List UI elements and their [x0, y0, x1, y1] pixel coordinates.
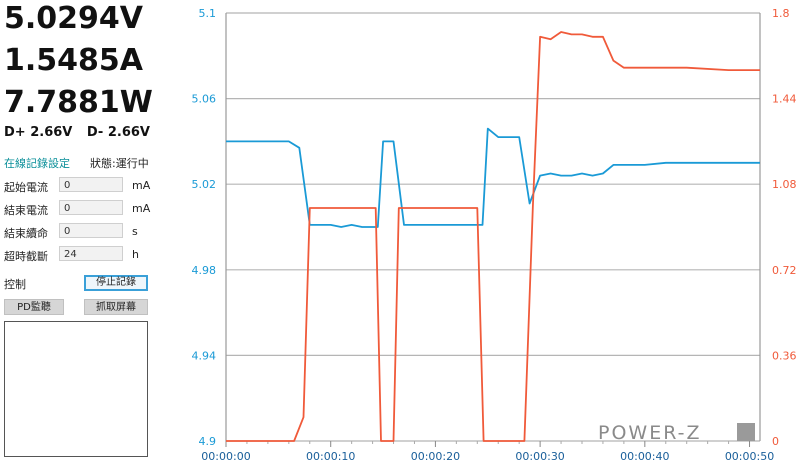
y-left-tick-label: 4.9 [199, 435, 217, 448]
stop-record-button[interactable]: 停止記錄 [84, 275, 148, 291]
y-right-tick-label: 0 [772, 435, 779, 448]
y-right-tick-label: 1.8 [772, 7, 790, 20]
dplus-readout: D+ 2.66V [4, 125, 73, 140]
log-output-box[interactable] [4, 321, 148, 457]
chart-series [226, 31, 760, 442]
voltage-readout: 5.0294V [4, 1, 143, 36]
current-readout: 1.5485A [4, 43, 143, 78]
x-tick-label: 00:00:30 [515, 450, 564, 463]
end-current-input[interactable]: 0 [59, 200, 123, 215]
end-extend-label: 結束續命 [4, 227, 48, 240]
x-tick-label: 00:00:40 [620, 450, 669, 463]
start-current-label: 起始電流 [4, 181, 48, 194]
end-current-label: 結束電流 [4, 204, 48, 217]
dminus-readout: D- 2.66V [86, 125, 150, 140]
timeout-input[interactable]: 24 [59, 246, 123, 261]
y-right-tick-label: 1.44 [772, 93, 797, 106]
end-extend-unit: s [132, 225, 138, 238]
x-tick-label: 00:00:00 [201, 450, 250, 463]
y-right-tick-label: 0.36 [772, 349, 797, 362]
end-current-unit: mA [132, 202, 151, 215]
pd-monitor-button[interactable]: PD監聽 [4, 299, 64, 315]
online-record-title: 在線記錄設定 [4, 157, 70, 170]
y-left-tick-label: 5.1 [199, 7, 217, 20]
voltage-series-line [226, 127, 760, 228]
timeout-label: 超時截斷 [4, 250, 48, 263]
data-line-voltages: D+ 2.66V D- 2.66V [4, 125, 160, 140]
y-left-tick-label: 4.98 [192, 264, 217, 277]
x-tick-label: 00:00:50 [725, 450, 774, 463]
power-readout: 7.7881W [4, 85, 153, 120]
end-extend-input[interactable]: 0 [59, 223, 123, 238]
start-current-input[interactable]: 0 [59, 177, 123, 192]
record-status: 狀態:運行中 [90, 157, 149, 170]
current-series-line [226, 31, 760, 442]
logo-text: POWER-Z [598, 422, 702, 444]
timeout-unit: h [132, 248, 139, 261]
chart-grid [226, 12, 760, 442]
y-left-tick-label: 5.02 [192, 178, 217, 191]
chart-axes: 4.9 0 4.94 0.36 4.98 0.72 5.02 1.08 5.06 1.44 5.1 1… [192, 7, 797, 463]
y-right-tick-label: 0.72 [772, 264, 797, 277]
capture-screen-button[interactable]: 抓取屏幕 [84, 299, 148, 315]
y-right-tick-label: 1.08 [772, 178, 797, 191]
x-tick-label: 00:00:20 [411, 450, 460, 463]
control-label: 控制 [4, 278, 26, 291]
logo-z-box [737, 423, 755, 441]
y-left-tick-label: 5.06 [192, 93, 217, 106]
power-z-logo: POWER-Z [598, 422, 702, 444]
start-current-unit: mA [132, 179, 151, 192]
x-tick-label: 00:00:10 [306, 450, 355, 463]
left-panel: 5.0294V 1.5485A 7.7881W D+ 2.66V D- 2.66… [0, 0, 190, 466]
y-left-tick-label: 4.94 [192, 349, 217, 362]
